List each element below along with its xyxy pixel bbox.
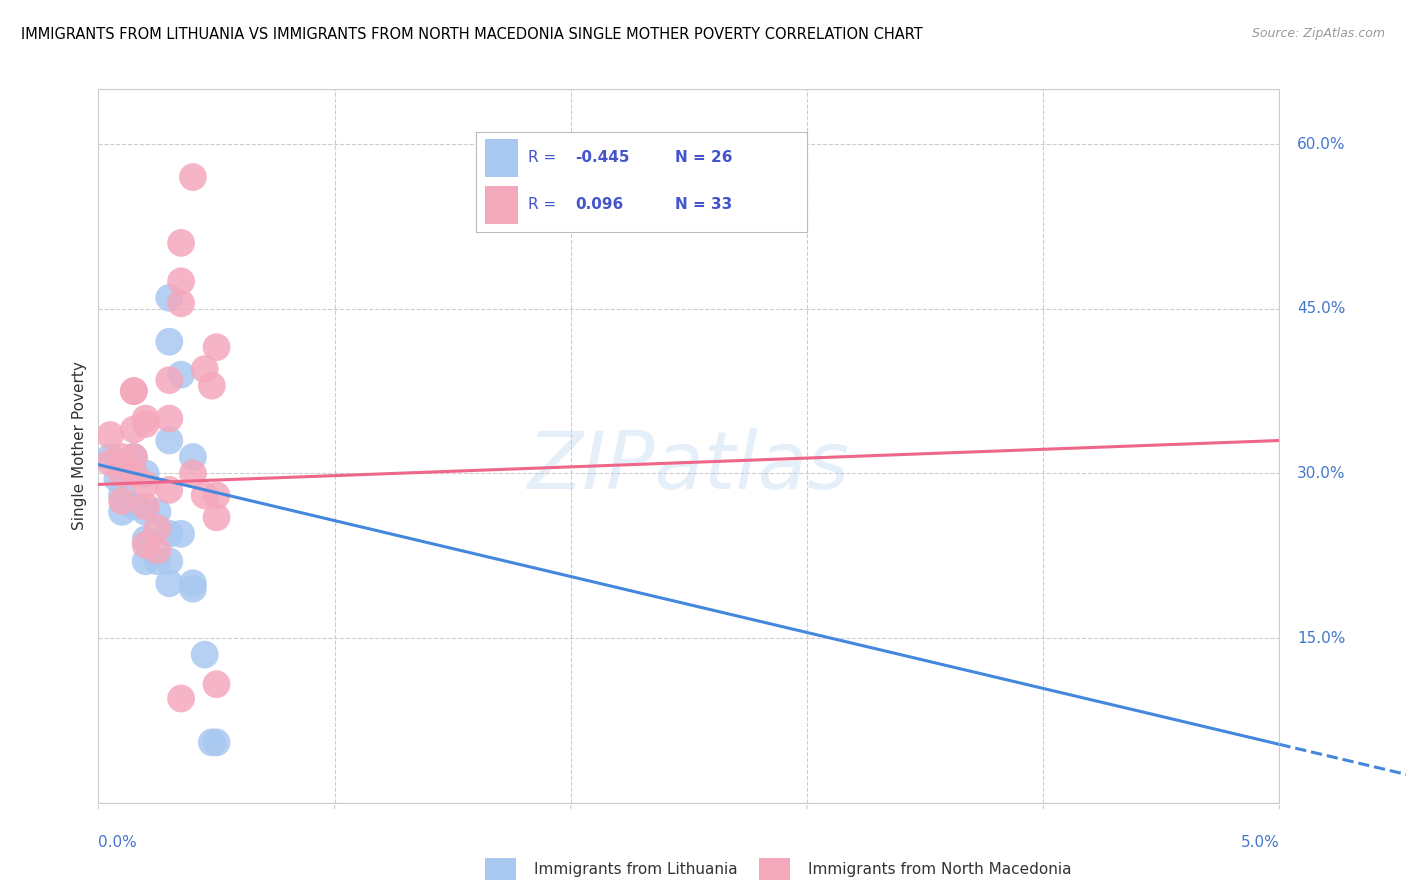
Point bbox=[98, 450, 121, 464]
Point bbox=[170, 296, 193, 310]
Point bbox=[157, 576, 180, 591]
Point bbox=[205, 510, 228, 524]
Point bbox=[205, 735, 228, 749]
Point bbox=[157, 434, 180, 448]
Point bbox=[122, 384, 145, 398]
Point bbox=[170, 368, 193, 382]
Point bbox=[135, 533, 157, 547]
Y-axis label: Single Mother Poverty: Single Mother Poverty bbox=[72, 361, 87, 531]
Point bbox=[111, 488, 134, 502]
Point bbox=[170, 526, 193, 541]
Text: N = 26: N = 26 bbox=[675, 151, 733, 166]
Point bbox=[181, 582, 204, 596]
Text: N = 33: N = 33 bbox=[675, 197, 733, 212]
Point bbox=[105, 472, 128, 486]
Point bbox=[135, 500, 157, 514]
Point bbox=[135, 477, 157, 491]
Point bbox=[146, 554, 169, 568]
Text: -0.445: -0.445 bbox=[575, 151, 630, 166]
Point bbox=[170, 274, 193, 288]
Point bbox=[135, 417, 157, 431]
Point bbox=[111, 450, 134, 464]
Point bbox=[98, 428, 121, 442]
Point bbox=[146, 521, 169, 535]
Text: Immigrants from North Macedonia: Immigrants from North Macedonia bbox=[808, 863, 1071, 877]
Text: R =: R = bbox=[527, 151, 561, 166]
Point bbox=[181, 576, 204, 591]
Point bbox=[122, 450, 145, 464]
Point bbox=[157, 554, 180, 568]
Point bbox=[135, 467, 157, 481]
Text: 15.0%: 15.0% bbox=[1298, 631, 1346, 646]
Point bbox=[135, 505, 157, 519]
Text: 60.0%: 60.0% bbox=[1298, 136, 1346, 152]
Text: IMMIGRANTS FROM LITHUANIA VS IMMIGRANTS FROM NORTH MACEDONIA SINGLE MOTHER POVER: IMMIGRANTS FROM LITHUANIA VS IMMIGRANTS … bbox=[21, 27, 922, 42]
Point bbox=[205, 488, 228, 502]
Text: 45.0%: 45.0% bbox=[1298, 301, 1346, 317]
Text: Immigrants from Lithuania: Immigrants from Lithuania bbox=[534, 863, 738, 877]
Bar bbox=[485, 186, 517, 224]
Point bbox=[157, 411, 180, 425]
Text: 5.0%: 5.0% bbox=[1240, 835, 1279, 850]
Point bbox=[205, 340, 228, 354]
Point bbox=[135, 411, 157, 425]
Text: 0.096: 0.096 bbox=[575, 197, 624, 212]
Text: 30.0%: 30.0% bbox=[1298, 466, 1346, 481]
Point bbox=[111, 467, 134, 481]
Point bbox=[170, 235, 193, 250]
Point bbox=[170, 691, 193, 706]
Point bbox=[181, 450, 204, 464]
Point bbox=[157, 483, 180, 497]
Point bbox=[122, 450, 145, 464]
Point bbox=[122, 500, 145, 514]
Point bbox=[181, 169, 204, 184]
Point bbox=[122, 423, 145, 437]
Point bbox=[181, 467, 204, 481]
Point bbox=[194, 648, 217, 662]
Text: ZIPatlas: ZIPatlas bbox=[527, 428, 851, 507]
Point bbox=[157, 291, 180, 305]
Point bbox=[146, 543, 169, 558]
Point bbox=[201, 378, 224, 392]
Point bbox=[157, 373, 180, 387]
Point bbox=[205, 677, 228, 691]
Point bbox=[157, 334, 180, 349]
Point bbox=[98, 455, 121, 469]
Point bbox=[122, 467, 145, 481]
Text: 0.0%: 0.0% bbox=[98, 835, 138, 850]
Bar bbox=[485, 139, 517, 177]
Point bbox=[111, 505, 134, 519]
Point bbox=[111, 494, 134, 508]
Point bbox=[122, 384, 145, 398]
Point bbox=[135, 554, 157, 568]
Point bbox=[194, 362, 217, 376]
Point bbox=[135, 538, 157, 552]
Point bbox=[201, 735, 224, 749]
Point bbox=[146, 505, 169, 519]
Text: R =: R = bbox=[527, 197, 561, 212]
Text: Source: ZipAtlas.com: Source: ZipAtlas.com bbox=[1251, 27, 1385, 40]
Point bbox=[157, 526, 180, 541]
Point bbox=[194, 488, 217, 502]
